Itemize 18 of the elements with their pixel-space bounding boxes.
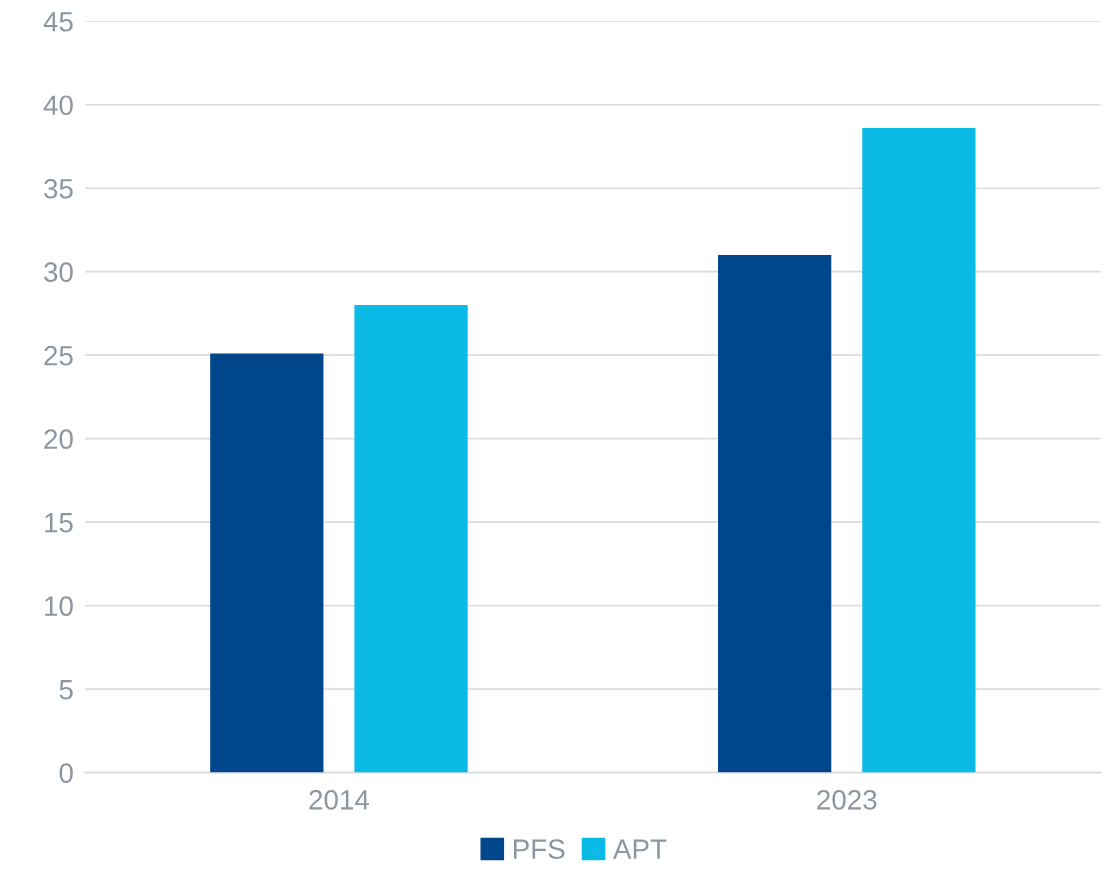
y-tick-label: 45 <box>43 12 73 32</box>
y-tick-label: 0 <box>59 763 73 783</box>
x-tick-label: 2023 <box>817 790 877 810</box>
y-tick-label: 5 <box>59 680 73 700</box>
legend-label: APT <box>613 839 667 859</box>
legend-label: PFS <box>514 839 565 859</box>
bar <box>862 128 976 773</box>
y-tick-label: 20 <box>44 429 73 449</box>
y-tick-label: 25 <box>44 345 73 366</box>
y-tick-label: 30 <box>44 262 73 283</box>
x-tick-label: 2014 <box>309 790 370 810</box>
bar <box>210 353 324 773</box>
y-tick-label: 15 <box>45 513 73 533</box>
y-tick-label: 10 <box>45 596 73 616</box>
y-tick-label: 35 <box>44 178 73 199</box>
y-tick-label: 40 <box>43 95 73 116</box>
bar <box>354 305 468 773</box>
bar <box>718 255 832 773</box>
